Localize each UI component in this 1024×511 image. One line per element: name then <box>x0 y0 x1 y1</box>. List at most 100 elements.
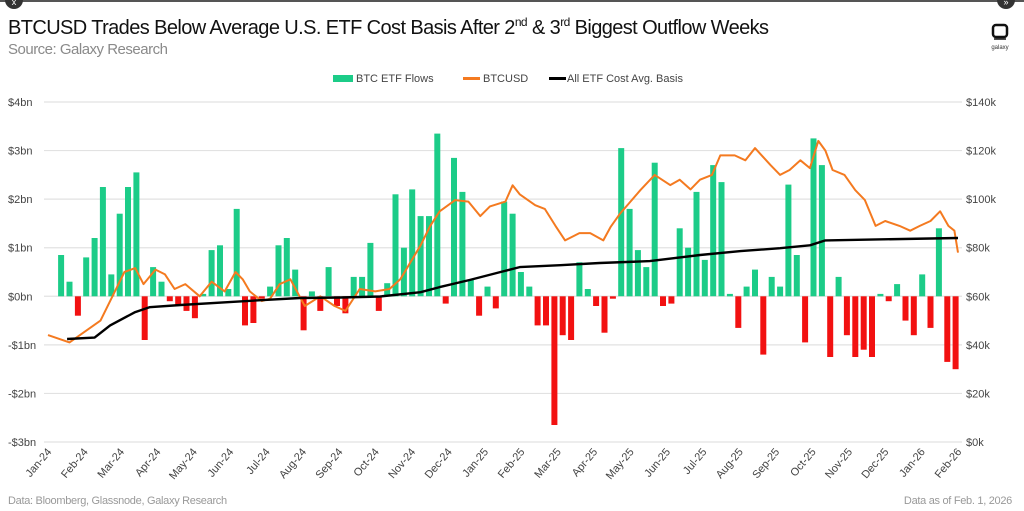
x-axis-tick-label: Nov-24 <box>386 446 418 481</box>
left-axis-tick-label: $3bn <box>8 146 32 158</box>
left-axis-tick-label: -$1bn <box>8 340 36 352</box>
flow-bar <box>133 172 140 297</box>
flow-bar <box>91 238 98 297</box>
x-axis-tick-label: Dec-24 <box>423 446 455 481</box>
flow-bar <box>233 208 240 297</box>
flow-bar <box>810 138 817 297</box>
flow-bar <box>919 274 926 297</box>
flow-bar <box>492 296 499 309</box>
x-axis-tick-label: Jun-24 <box>205 446 236 479</box>
left-axis-tick-label: $1bn <box>8 243 32 255</box>
flow-bar <box>275 245 282 297</box>
flow-bar <box>359 276 366 297</box>
flow-bar <box>300 296 307 331</box>
flow-bar <box>375 296 382 311</box>
flow-bar <box>534 296 541 326</box>
flow-bar <box>852 296 859 357</box>
x-axis-tick-label: Nov-25 <box>823 446 855 481</box>
flow-bar <box>626 208 633 297</box>
flow-bar <box>576 262 583 297</box>
x-axis-tick-label: Jul-25 <box>681 446 709 477</box>
x-axis-tick-label: Apr-25 <box>570 446 600 479</box>
chart-subtitle: Source: Galaxy Research <box>8 41 168 58</box>
flow-bar <box>676 228 683 297</box>
flow-bar <box>317 296 324 311</box>
flow-bar <box>367 242 374 297</box>
flow-bar <box>902 296 909 321</box>
x-axis-tick-label: Mar-24 <box>96 446 128 480</box>
flow-bar <box>292 269 299 297</box>
flow-bar <box>551 296 558 425</box>
x-axis-tick-label: Feb-24 <box>59 446 91 480</box>
flow-bar <box>66 281 73 297</box>
flow-bar <box>74 296 81 316</box>
left-axis-tick-label: $2bn <box>8 194 32 206</box>
flow-bar <box>634 250 641 297</box>
x-axis-tick-label: Oct-25 <box>788 446 818 479</box>
legend-label-flows: BTC ETF Flows <box>356 73 434 85</box>
flow-bar <box>342 296 349 314</box>
flow-bar <box>735 296 742 328</box>
flow-bar <box>116 213 123 297</box>
legend-label-btcusd: BTCUSD <box>483 73 528 85</box>
flow-bar <box>777 286 784 297</box>
flow-bar <box>701 259 708 297</box>
flow-bar <box>760 296 767 355</box>
flow-bar <box>710 165 717 297</box>
x-axis-tick-label: Aug-25 <box>714 446 746 481</box>
flow-bar <box>442 296 449 304</box>
flow-bar <box>668 296 675 304</box>
close-label: x <box>12 0 17 7</box>
logo-text: galaxy <box>991 45 1008 51</box>
flow-bar <box>166 296 173 302</box>
flow-bar <box>108 274 115 297</box>
flow-bar <box>517 272 524 297</box>
flow-bar <box>835 276 842 297</box>
expand-icon <box>997 0 1015 9</box>
flow-bar <box>869 296 875 357</box>
flow-bar <box>593 296 600 306</box>
flow-bar <box>944 296 951 362</box>
flow-bar <box>426 216 432 297</box>
flow-bar <box>718 182 725 297</box>
flow-bar <box>785 184 792 297</box>
flow-bar <box>609 296 616 299</box>
flow-bar <box>685 247 692 297</box>
flow-bar <box>952 296 959 370</box>
flow-bar <box>927 296 934 328</box>
flow-bar <box>584 289 591 297</box>
flow-bar <box>409 189 416 297</box>
x-axis-tick-label: Oct-24 <box>351 446 381 479</box>
flow-bar <box>501 201 508 297</box>
x-axis-tick-label: Jul-24 <box>244 446 272 477</box>
flow-bar <box>802 296 809 343</box>
flow-bar <box>350 276 357 297</box>
close-icon <box>5 0 23 9</box>
x-axis-tick-label: Feb-25 <box>496 446 528 480</box>
galaxy-logo-icon <box>991 23 1009 39</box>
x-axis-tick-label: Sep-25 <box>750 446 782 481</box>
right-axis-tick-label: $20k <box>966 388 990 400</box>
flow-bar <box>568 296 575 340</box>
flow-bar <box>693 191 700 297</box>
flow-bar <box>267 286 274 297</box>
legend: BTC ETF Flows BTCUSD All ETF Cost Avg. B… <box>333 73 683 85</box>
x-axis-tick-label: Dec-25 <box>860 446 892 481</box>
flow-bar <box>643 267 650 297</box>
chart-title: BTCUSD Trades Below Average U.S. ETF Cos… <box>8 15 769 39</box>
flow-bar <box>325 267 332 297</box>
flow-bar <box>175 296 182 306</box>
expand-button[interactable]: » <box>997 0 1015 9</box>
flow-bar <box>601 296 608 333</box>
flow-bar <box>158 281 165 297</box>
flow-bar <box>818 165 825 297</box>
flow-bar <box>208 250 215 297</box>
expand-label: » <box>1003 0 1008 7</box>
right-axis-tick-label: $140k <box>966 97 996 109</box>
flow-bar <box>618 148 625 297</box>
close-button[interactable]: x <box>5 0 23 9</box>
flow-bar <box>543 296 549 326</box>
flow-bar <box>99 187 106 297</box>
legend-swatch-cost-basis <box>549 77 566 80</box>
flow-bar <box>752 269 758 297</box>
